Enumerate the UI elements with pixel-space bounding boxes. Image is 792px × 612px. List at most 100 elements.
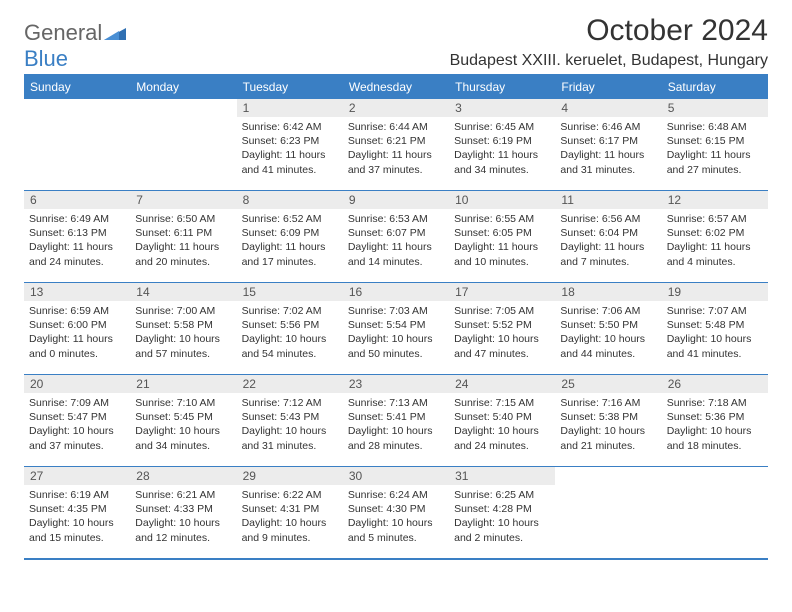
calendar-day-cell: 16Sunrise: 7:03 AMSunset: 5:54 PMDayligh… [343,283,449,375]
day-content: Sunrise: 7:00 AMSunset: 5:58 PMDaylight:… [130,301,236,364]
daylight-text: Daylight: 11 hours and 27 minutes. [667,148,763,176]
calendar-day-cell: 18Sunrise: 7:06 AMSunset: 5:50 PMDayligh… [555,283,661,375]
daylight-text: Daylight: 10 hours and 18 minutes. [667,424,763,452]
daylight-text: Daylight: 10 hours and 34 minutes. [135,424,231,452]
day-number: 20 [24,375,130,393]
sunset-text: Sunset: 5:56 PM [242,318,338,332]
sunrise-text: Sunrise: 6:22 AM [242,488,338,502]
calendar-day-cell: 5Sunrise: 6:48 AMSunset: 6:15 PMDaylight… [662,99,768,191]
sunset-text: Sunset: 6:13 PM [29,226,125,240]
day-number: 23 [343,375,449,393]
sunset-text: Sunset: 5:40 PM [454,410,550,424]
daylight-text: Daylight: 10 hours and 2 minutes. [454,516,550,544]
weekday-header: Monday [130,75,236,99]
daylight-text: Daylight: 10 hours and 41 minutes. [667,332,763,360]
day-content: Sunrise: 7:07 AMSunset: 5:48 PMDaylight:… [662,301,768,364]
sunset-text: Sunset: 6:04 PM [560,226,656,240]
sunrise-text: Sunrise: 6:21 AM [135,488,231,502]
calendar-table: SundayMondayTuesdayWednesdayThursdayFrid… [24,74,768,560]
day-number: 29 [237,467,343,485]
daylight-text: Daylight: 11 hours and 4 minutes. [667,240,763,268]
sunrise-text: Sunrise: 6:59 AM [29,304,125,318]
daylight-text: Daylight: 10 hours and 50 minutes. [348,332,444,360]
sunset-text: Sunset: 5:38 PM [560,410,656,424]
calendar-day-cell: 9Sunrise: 6:53 AMSunset: 6:07 PMDaylight… [343,191,449,283]
sunset-text: Sunset: 6:09 PM [242,226,338,240]
daylight-text: Daylight: 11 hours and 31 minutes. [560,148,656,176]
daylight-text: Daylight: 10 hours and 12 minutes. [135,516,231,544]
logo-text-blue: Blue [24,46,68,71]
weekday-header: Sunday [24,75,130,99]
day-content: Sunrise: 7:16 AMSunset: 5:38 PMDaylight:… [555,393,661,456]
sunrise-text: Sunrise: 6:56 AM [560,212,656,226]
daylight-text: Daylight: 11 hours and 14 minutes. [348,240,444,268]
daylight-text: Daylight: 11 hours and 17 minutes. [242,240,338,268]
day-content: Sunrise: 6:49 AMSunset: 6:13 PMDaylight:… [24,209,130,272]
calendar-day-cell: 20Sunrise: 7:09 AMSunset: 5:47 PMDayligh… [24,375,130,467]
sunset-text: Sunset: 4:28 PM [454,502,550,516]
calendar-day-cell: 23Sunrise: 7:13 AMSunset: 5:41 PMDayligh… [343,375,449,467]
calendar-day-cell: 11Sunrise: 6:56 AMSunset: 6:04 PMDayligh… [555,191,661,283]
day-number: 8 [237,191,343,209]
day-content: Sunrise: 7:05 AMSunset: 5:52 PMDaylight:… [449,301,555,364]
daylight-text: Daylight: 10 hours and 54 minutes. [242,332,338,360]
calendar-empty-cell: . [555,467,661,559]
sunset-text: Sunset: 6:11 PM [135,226,231,240]
sunrise-text: Sunrise: 6:42 AM [242,120,338,134]
calendar-day-cell: 31Sunrise: 6:25 AMSunset: 4:28 PMDayligh… [449,467,555,559]
calendar-week-row: ..1Sunrise: 6:42 AMSunset: 6:23 PMDaylig… [24,99,768,191]
day-content: Sunrise: 6:45 AMSunset: 6:19 PMDaylight:… [449,117,555,180]
daylight-text: Daylight: 10 hours and 9 minutes. [242,516,338,544]
day-number: 2 [343,99,449,117]
day-number: 16 [343,283,449,301]
sunrise-text: Sunrise: 7:15 AM [454,396,550,410]
daylight-text: Daylight: 10 hours and 24 minutes. [454,424,550,452]
day-number: 19 [662,283,768,301]
calendar-week-row: 20Sunrise: 7:09 AMSunset: 5:47 PMDayligh… [24,375,768,467]
day-number: 1 [237,99,343,117]
daylight-text: Daylight: 10 hours and 31 minutes. [242,424,338,452]
sunrise-text: Sunrise: 7:00 AM [135,304,231,318]
sunrise-text: Sunrise: 7:07 AM [667,304,763,318]
daylight-text: Daylight: 10 hours and 5 minutes. [348,516,444,544]
calendar-week-row: 6Sunrise: 6:49 AMSunset: 6:13 PMDaylight… [24,191,768,283]
day-number: 26 [662,375,768,393]
day-number: 13 [24,283,130,301]
calendar-day-cell: 17Sunrise: 7:05 AMSunset: 5:52 PMDayligh… [449,283,555,375]
day-content: Sunrise: 6:55 AMSunset: 6:05 PMDaylight:… [449,209,555,272]
sunrise-text: Sunrise: 7:05 AM [454,304,550,318]
sunset-text: Sunset: 4:33 PM [135,502,231,516]
location: Budapest XXIII. keruelet, Budapest, Hung… [450,52,768,70]
calendar-day-cell: 30Sunrise: 6:24 AMSunset: 4:30 PMDayligh… [343,467,449,559]
sunrise-text: Sunrise: 6:45 AM [454,120,550,134]
daylight-text: Daylight: 10 hours and 37 minutes. [29,424,125,452]
sunrise-text: Sunrise: 6:19 AM [29,488,125,502]
sunset-text: Sunset: 6:23 PM [242,134,338,148]
calendar-day-cell: 19Sunrise: 7:07 AMSunset: 5:48 PMDayligh… [662,283,768,375]
weekday-header: Thursday [449,75,555,99]
sunrise-text: Sunrise: 7:06 AM [560,304,656,318]
day-content: Sunrise: 6:24 AMSunset: 4:30 PMDaylight:… [343,485,449,548]
daylight-text: Daylight: 11 hours and 24 minutes. [29,240,125,268]
calendar-day-cell: 6Sunrise: 6:49 AMSunset: 6:13 PMDaylight… [24,191,130,283]
day-content: Sunrise: 7:02 AMSunset: 5:56 PMDaylight:… [237,301,343,364]
day-content: Sunrise: 6:57 AMSunset: 6:02 PMDaylight:… [662,209,768,272]
title-block: October 2024 Budapest XXIII. keruelet, B… [450,14,768,74]
day-content: Sunrise: 6:46 AMSunset: 6:17 PMDaylight:… [555,117,661,180]
sunset-text: Sunset: 5:54 PM [348,318,444,332]
calendar-day-cell: 27Sunrise: 6:19 AMSunset: 4:35 PMDayligh… [24,467,130,559]
day-content: Sunrise: 7:06 AMSunset: 5:50 PMDaylight:… [555,301,661,364]
day-number: 17 [449,283,555,301]
day-content: Sunrise: 7:18 AMSunset: 5:36 PMDaylight:… [662,393,768,456]
sunset-text: Sunset: 5:58 PM [135,318,231,332]
day-content: Sunrise: 6:21 AMSunset: 4:33 PMDaylight:… [130,485,236,548]
daylight-text: Daylight: 10 hours and 57 minutes. [135,332,231,360]
sunset-text: Sunset: 6:05 PM [454,226,550,240]
daylight-text: Daylight: 11 hours and 0 minutes. [29,332,125,360]
day-content: Sunrise: 7:15 AMSunset: 5:40 PMDaylight:… [449,393,555,456]
day-content: Sunrise: 6:44 AMSunset: 6:21 PMDaylight:… [343,117,449,180]
calendar-day-cell: 25Sunrise: 7:16 AMSunset: 5:38 PMDayligh… [555,375,661,467]
calendar-day-cell: 12Sunrise: 6:57 AMSunset: 6:02 PMDayligh… [662,191,768,283]
calendar-day-cell: 29Sunrise: 6:22 AMSunset: 4:31 PMDayligh… [237,467,343,559]
calendar-day-cell: 2Sunrise: 6:44 AMSunset: 6:21 PMDaylight… [343,99,449,191]
